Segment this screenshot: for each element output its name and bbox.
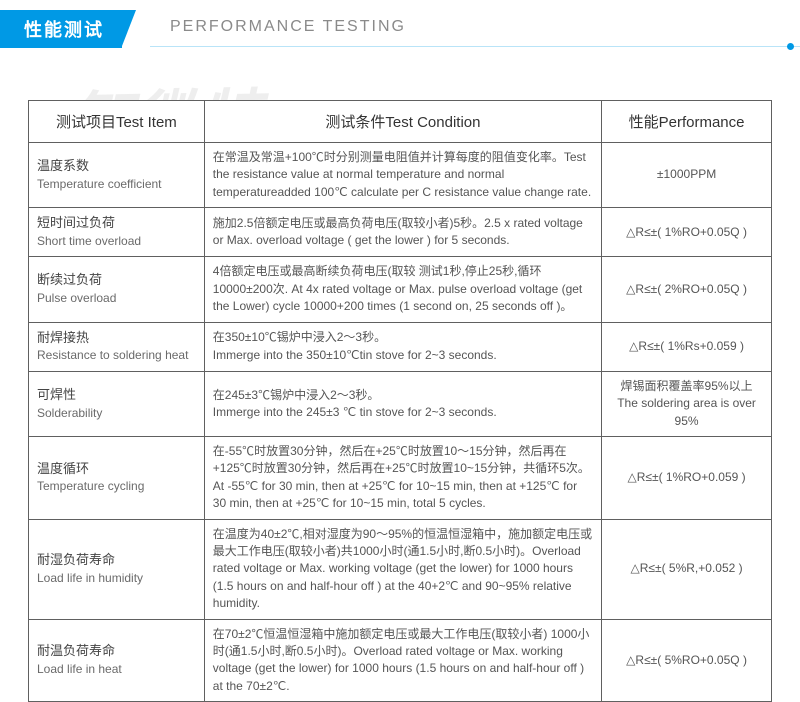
cell-condition: 在-55℃时放置30分钟，然后在+25℃时放置10～15分钟，然后再在+125℃…: [204, 436, 601, 519]
cell-performance: ±1000PPM: [602, 143, 772, 208]
th-item: 测试项目Test Item: [29, 101, 205, 143]
cell-condition: 在245±3℃锡炉中浸入2～3秒。 Immerge into the 245±3…: [204, 371, 601, 436]
table-row: 短时间过负荷Short time overload施加2.5倍额定电压或最高负荷…: [29, 208, 772, 257]
cell-performance: △R≤±( 2%RO+0.05Q ): [602, 257, 772, 322]
item-label-en: Temperature coefficient: [37, 176, 196, 193]
item-label-en: Load life in heat: [37, 661, 196, 678]
cell-item: 可焊性Solderability: [29, 371, 205, 436]
item-label-en: Pulse overload: [37, 290, 196, 307]
cell-performance: △R≤±( 5%RO+0.05Q ): [602, 619, 772, 702]
cell-performance: △R≤±( 1%RO+0.05Q ): [602, 208, 772, 257]
header-dot-icon: [787, 43, 794, 50]
header-title-cn: 性能测试: [0, 10, 122, 48]
item-label-cn: 温度系数: [37, 157, 196, 176]
header-underline: [150, 46, 800, 47]
item-label-cn: 耐温负荷寿命: [37, 642, 196, 661]
page-header: 性能测试 PERFORMANCE TESTING: [0, 10, 800, 48]
table-body: 温度系数Temperature coefficient在常温及常温+100℃时分…: [29, 143, 772, 702]
table-row: 可焊性Solderability在245±3℃锡炉中浸入2～3秒。 Immerg…: [29, 371, 772, 436]
cell-condition: 4倍额定电压或最高断续负荷电压(取较 测试1秒,停止25秒,循环10000±20…: [204, 257, 601, 322]
cell-item: 温度循环Temperature cycling: [29, 436, 205, 519]
th-condition: 测试条件Test Condition: [204, 101, 601, 143]
performance-table: 测试项目Test Item 测试条件Test Condition 性能Perfo…: [28, 100, 772, 702]
item-label-en: Short time overload: [37, 233, 196, 250]
item-label-cn: 耐湿负荷寿命: [37, 551, 196, 570]
cell-condition: 在350±10℃锡炉中浸入2～3秒。 Immerge into the 350±…: [204, 322, 601, 371]
item-label-cn: 温度循环: [37, 460, 196, 479]
cell-condition: 在常温及常温+100℃时分别测量电阻值并计算每度的阻值变化率。Test the …: [204, 143, 601, 208]
cell-item: 断续过负荷Pulse overload: [29, 257, 205, 322]
cell-performance: △R≤±( 5%R,+0.052 ): [602, 519, 772, 619]
cell-item: 短时间过负荷Short time overload: [29, 208, 205, 257]
item-label-en: Solderability: [37, 405, 196, 422]
table-row: 耐焊接热Resistance to soldering heat在350±10℃…: [29, 322, 772, 371]
th-performance: 性能Performance: [602, 101, 772, 143]
table-header-row: 测试项目Test Item 测试条件Test Condition 性能Perfo…: [29, 101, 772, 143]
cell-item: 耐温负荷寿命Load life in heat: [29, 619, 205, 702]
cell-condition: 在温度为40±2℃,相对湿度为90～95%的恒温恒湿箱中，施加额定电压或最大工作…: [204, 519, 601, 619]
item-label-cn: 短时间过负荷: [37, 214, 196, 233]
cell-item: 耐湿负荷寿命Load life in humidity: [29, 519, 205, 619]
cell-performance: △R≤±( 1%RO+0.059 ): [602, 436, 772, 519]
cell-performance: △R≤±( 1%Rs+0.059 ): [602, 322, 772, 371]
item-label-en: Resistance to soldering heat: [37, 347, 196, 364]
header-title-en: PERFORMANCE TESTING: [170, 18, 406, 36]
cell-performance: 焊锡面积覆盖率95%以上 The soldering area is over …: [602, 371, 772, 436]
cell-item: 温度系数Temperature coefficient: [29, 143, 205, 208]
cell-condition: 在70±2℃恒温恒湿箱中施加额定电压或最大工作电压(取较小者) 1000小时(通…: [204, 619, 601, 702]
item-label-cn: 可焊性: [37, 386, 196, 405]
table-row: 耐温负荷寿命Load life in heat在70±2℃恒温恒湿箱中施加额定电…: [29, 619, 772, 702]
item-label-cn: 耐焊接热: [37, 329, 196, 348]
cell-condition: 施加2.5倍额定电压或最高负荷电压(取较小者)5秒。2.5 x rated vo…: [204, 208, 601, 257]
table-row: 温度系数Temperature coefficient在常温及常温+100℃时分…: [29, 143, 772, 208]
table-row: 耐湿负荷寿命Load life in humidity在温度为40±2℃,相对湿…: [29, 519, 772, 619]
item-label-cn: 断续过负荷: [37, 271, 196, 290]
item-label-en: Load life in humidity: [37, 570, 196, 587]
table-row: 温度循环Temperature cycling在-55℃时放置30分钟，然后在+…: [29, 436, 772, 519]
item-label-en: Temperature cycling: [37, 478, 196, 495]
table-row: 断续过负荷Pulse overload4倍额定电压或最高断续负荷电压(取较 测试…: [29, 257, 772, 322]
cell-item: 耐焊接热Resistance to soldering heat: [29, 322, 205, 371]
